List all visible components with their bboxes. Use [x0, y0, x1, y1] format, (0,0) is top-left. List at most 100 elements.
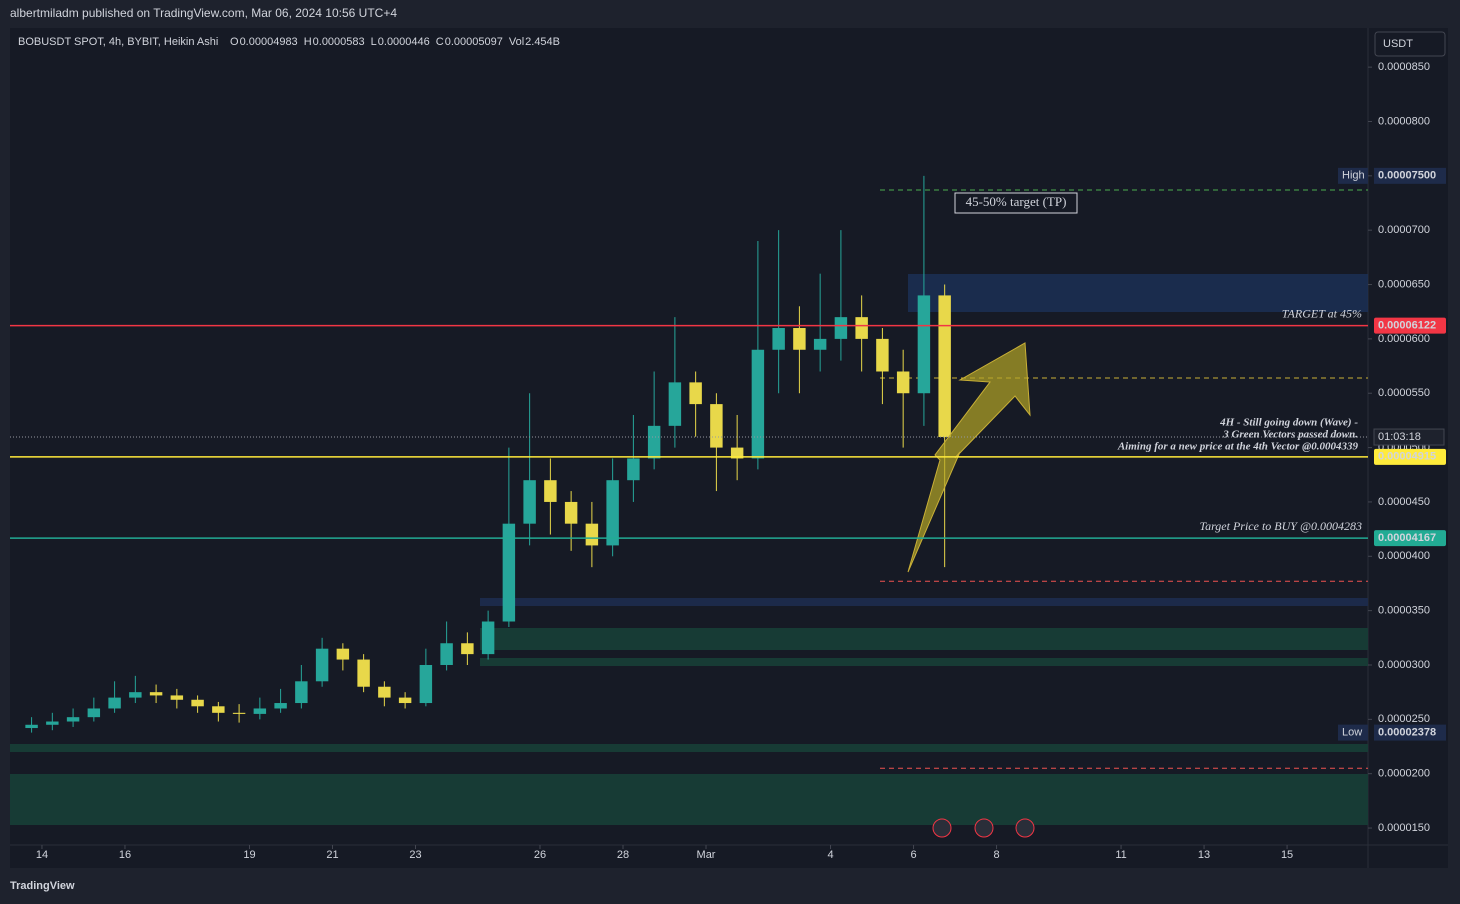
price-badge	[1374, 317, 1446, 334]
candle-body	[25, 724, 38, 729]
zone	[480, 598, 1368, 606]
candle-body	[295, 681, 308, 704]
y-tick-label: 0.0000200	[1378, 768, 1430, 780]
ohlc-key: L	[371, 36, 377, 48]
countdown: 01:03:18	[1378, 431, 1421, 443]
candle-body	[398, 697, 412, 704]
plot-background	[10, 28, 1448, 868]
badge-tag: High	[1342, 170, 1365, 182]
candle-body	[66, 717, 80, 722]
ohlc-key: O	[230, 36, 239, 48]
candle-body	[647, 425, 661, 459]
ohlc-value: 2.454B	[525, 36, 560, 48]
y-tick-label: 0.0000400	[1378, 550, 1430, 562]
badge-tag: Low	[1342, 727, 1362, 739]
candle-body	[564, 501, 578, 524]
plot	[25, 175, 1368, 769]
ohlc-key: Vol	[509, 36, 524, 48]
candle-body	[793, 328, 806, 350]
candle-body	[170, 695, 184, 700]
candle-body	[689, 382, 702, 405]
candle-body	[232, 712, 246, 714]
ohlc-key: H	[304, 36, 312, 48]
candle-body	[253, 708, 267, 714]
badge-bg	[1374, 167, 1446, 184]
ohlc-value: 0.00004983	[240, 36, 298, 48]
currency-button[interactable]	[1374, 31, 1446, 57]
zone	[480, 658, 1368, 666]
candle-body	[149, 692, 163, 696]
tp-label: 45-50% target (TP)	[966, 194, 1067, 209]
candle-body	[730, 447, 744, 459]
candle-body	[523, 480, 536, 524]
x-tick-label: 26	[534, 849, 546, 861]
countdown-badge	[1373, 428, 1445, 446]
x-tick-label: 15	[1281, 849, 1293, 861]
y-tick-label: 0.0000850	[1378, 61, 1430, 73]
x-tick-label: 14	[36, 849, 48, 861]
x-tick-label: 4	[827, 849, 833, 861]
zones	[10, 274, 1368, 825]
x-tick-label: 6	[910, 849, 916, 861]
candle-body	[627, 458, 640, 481]
candle-body	[440, 643, 453, 665]
candle-body	[502, 523, 516, 622]
candle-body	[315, 648, 329, 682]
x-tick-label: 11	[1115, 849, 1126, 861]
x-tick-label: 13	[1198, 849, 1210, 861]
candle-body	[544, 480, 557, 502]
event-icon	[932, 818, 952, 838]
price-badge	[1374, 530, 1446, 547]
candle-body	[481, 621, 495, 655]
y-tick-label: 0.0000450	[1378, 496, 1430, 508]
candle-body	[668, 382, 682, 426]
candle-body	[606, 480, 619, 546]
ohlc-key: C	[436, 36, 444, 48]
price-badge-value: 0.00004915	[1378, 451, 1436, 463]
note-line: 4H - Still going down (Wave) -	[1219, 417, 1358, 429]
candle-body	[274, 703, 287, 709]
y-tick-label: 0.0000600	[1378, 333, 1430, 345]
candle-body	[876, 338, 889, 372]
zone	[10, 774, 1368, 825]
badge-value: 0.00002378	[1378, 727, 1436, 739]
candle-body	[212, 706, 225, 713]
candle-body	[896, 371, 910, 394]
badge-value: 0.00007500	[1378, 170, 1436, 182]
tp-box	[954, 192, 1078, 214]
candle-body	[917, 295, 931, 394]
candle-body	[87, 708, 101, 718]
zone	[10, 744, 1368, 752]
zone	[480, 628, 1368, 650]
x-tick-label: 19	[243, 849, 255, 861]
ohlc-value: 0.0000446	[378, 36, 430, 48]
candle-body	[191, 699, 204, 707]
level-label: Target Price to BUY @0.0004283	[1200, 519, 1363, 533]
price-badge-value: 0.00004167	[1378, 532, 1436, 544]
currency[interactable]: USDT	[1383, 38, 1413, 50]
candle-body	[751, 349, 765, 459]
candle-body	[461, 643, 474, 655]
x-tick-label: 8	[993, 849, 999, 861]
note-line: Aiming for a new price at the 4th Vector…	[1117, 441, 1359, 453]
price-badge	[1374, 448, 1446, 465]
candle-body	[585, 523, 599, 546]
candle-body	[710, 404, 723, 448]
x-tick-label: 28	[617, 849, 629, 861]
x-tick-label: 23	[409, 849, 421, 861]
event-icon	[974, 818, 994, 838]
y-tick-label: 0.0000700	[1378, 224, 1430, 236]
candle-body	[938, 295, 951, 438]
candle-body	[813, 338, 827, 350]
candle-body	[336, 648, 350, 660]
candle-body	[378, 686, 391, 698]
level-label: TARGET at 45%	[1282, 306, 1362, 320]
x-tick-label: 16	[119, 849, 131, 861]
note-line: 3 Green Vectors passed down.	[1222, 429, 1358, 441]
y-tick-label: 0.0000350	[1378, 605, 1430, 617]
brand: TradingView	[10, 880, 75, 892]
event-icon	[1015, 818, 1035, 838]
publisher: albertmiladm published on TradingView.co…	[10, 6, 397, 20]
y-tick-label: 0.0000650	[1378, 278, 1430, 290]
candle-body	[834, 317, 848, 339]
